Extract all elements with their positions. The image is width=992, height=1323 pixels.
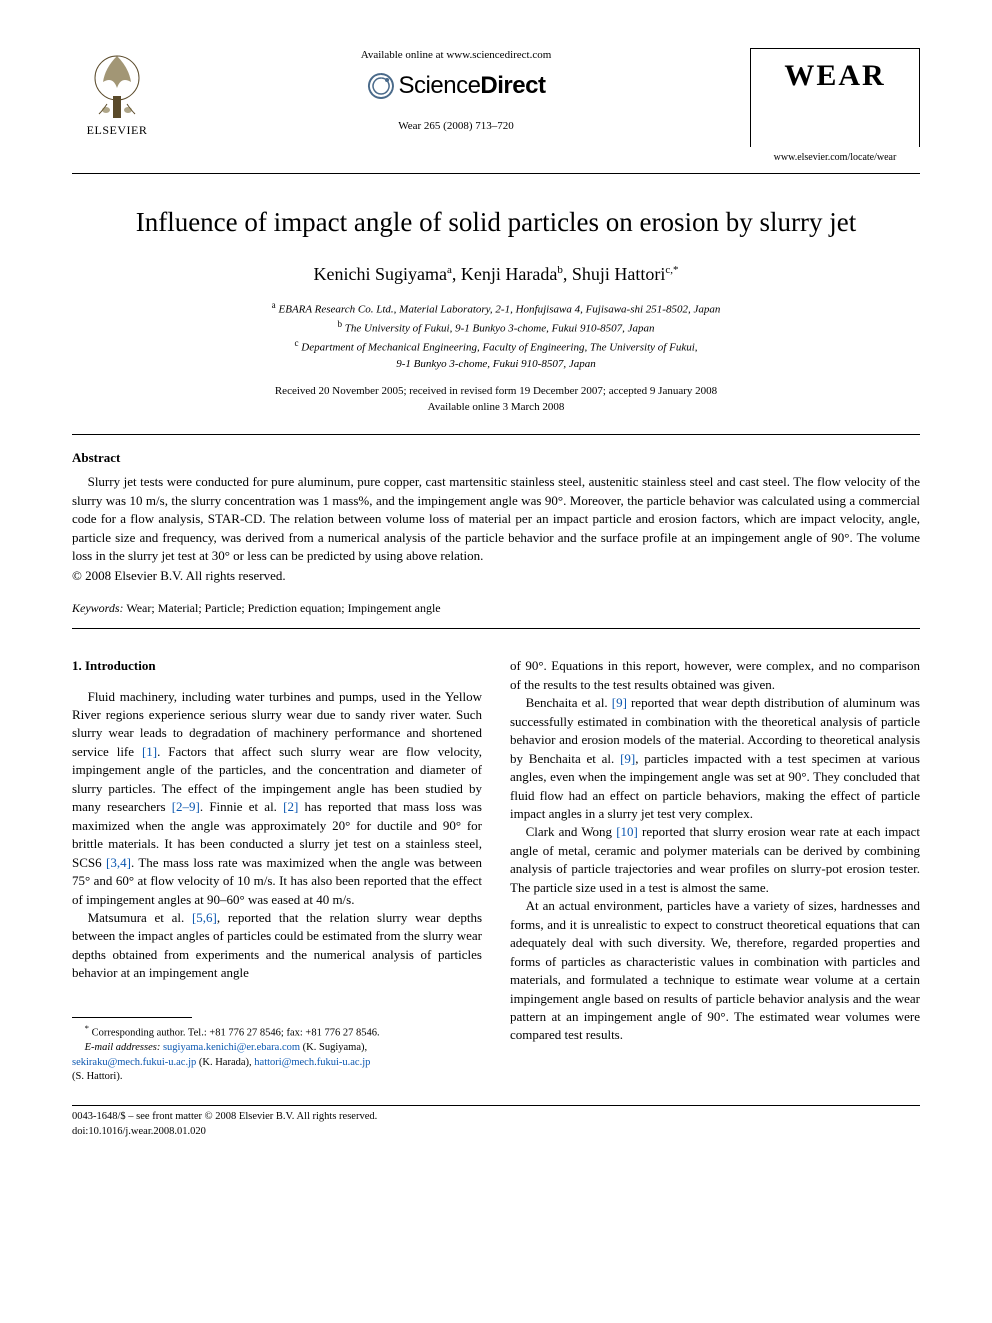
elsevier-tree-icon [85,48,149,120]
doi-line: doi:10.1016/j.wear.2008.01.020 [72,1125,920,1140]
abstract-block: Abstract Slurry jet tests were conducted… [72,449,920,586]
keywords-text: Wear; Material; Particle; Prediction equ… [124,601,441,615]
author: Shuji Hattoric,* [572,264,679,284]
email-addresses: E-mail addresses: sugiyama.kenichi@er.eb… [72,1041,482,1056]
rule-below-keywords [72,628,920,629]
available-online-text: Available online at www.sciencedirect.co… [162,48,750,63]
paragraph: At an actual environment, particles have… [510,897,920,1045]
ref-link[interactable]: [9] [612,695,627,710]
email-link[interactable]: sugiyama.kenichi@er.ebara.com [163,1042,300,1053]
sciencedirect-logo: ScienceDirect [367,69,546,103]
footnote-rule [72,1017,192,1018]
article-title: Influence of impact angle of solid parti… [72,204,920,242]
email-link[interactable]: hattori@mech.fukui-u.ac.jp [254,1057,370,1068]
bottom-rule [72,1105,920,1106]
affiliation-c-line2: 9-1 Bunkyo 3-chome, Fukui 910-8507, Japa… [72,356,920,373]
ref-link[interactable]: [2] [283,799,298,814]
journal-url: www.elsevier.com/locate/wear [750,151,920,165]
elsevier-logo-block: ELSEVIER [72,48,162,139]
rule-above-abstract [72,434,920,435]
affiliation-a: a EBARA Research Co. Ltd., Material Labo… [72,299,920,318]
paragraph: Clark and Wong [10] reported that slurry… [510,823,920,897]
keywords-line: Keywords: Wear; Material; Particle; Pred… [72,600,920,617]
ref-link[interactable]: [3,4] [106,855,131,870]
elsevier-label: ELSEVIER [87,122,148,139]
bottom-meta: 0043-1648/$ – see front matter © 2008 El… [72,1110,920,1139]
abstract-heading: Abstract [72,449,920,467]
ref-link[interactable]: [2–9] [172,799,200,814]
wear-logo: WEAR [751,55,919,97]
online-date: Available online 3 March 2008 [72,399,920,416]
header-center: Available online at www.sciencedirect.co… [162,48,750,134]
copyright-line: © 2008 Elsevier B.V. All rights reserved… [72,567,920,585]
journal-logo-block: WEAR www.elsevier.com/locate/wear [750,48,920,165]
footnotes: * Corresponding author. Tel.: +81 776 27… [72,1022,482,1085]
paragraph: Matsumura et al. [5,6], reported that th… [72,909,482,983]
author: Kenji Haradab [461,264,563,284]
ref-link[interactable]: [5,6] [192,910,217,925]
ref-link[interactable]: [9] [620,751,635,766]
author: Kenichi Sugiyamaa [314,264,452,284]
section-1-heading: 1. Introduction [72,657,482,675]
issn-line: 0043-1648/$ – see front matter © 2008 El… [72,1110,920,1125]
received-date: Received 20 November 2005; received in r… [72,383,920,400]
email-addresses-line2: sekiraku@mech.fukui-u.ac.jp (K. Harada),… [72,1056,482,1071]
left-column: 1. Introduction Fluid machinery, includi… [72,657,482,1085]
paragraph: of 90°. Equations in this report, howeve… [510,657,920,694]
sciencedirect-wordmark: ScienceDirect [399,69,546,103]
ref-link[interactable]: [10] [616,824,638,839]
sciencedirect-swirl-icon [367,72,395,100]
affiliation-b: b The University of Fukui, 9-1 Bunkyo 3-… [72,318,920,337]
ref-link[interactable]: [1] [142,744,157,759]
header-rule [72,173,920,174]
article-dates: Received 20 November 2005; received in r… [72,383,920,416]
page-header: ELSEVIER Available online at www.science… [72,48,920,165]
corresponding-author-note: * Corresponding author. Tel.: +81 776 27… [72,1022,482,1041]
right-column: of 90°. Equations in this report, howeve… [510,657,920,1085]
journal-reference: Wear 265 (2008) 713–720 [162,119,750,134]
keywords-label: Keywords: [72,601,124,615]
affiliations: a EBARA Research Co. Ltd., Material Labo… [72,299,920,373]
body-columns: 1. Introduction Fluid machinery, includi… [72,657,920,1085]
email-addresses-line3: (S. Hattori). [72,1070,482,1085]
paragraph: Fluid machinery, including water turbine… [72,688,482,909]
abstract-body: Slurry jet tests were conducted for pure… [72,473,920,565]
author-list: Kenichi Sugiyamaa, Kenji Haradab, Shuji … [72,262,920,287]
paragraph: Benchaita et al. [9] reported that wear … [510,694,920,823]
email-link[interactable]: sekiraku@mech.fukui-u.ac.jp [72,1057,196,1068]
affiliation-c: c Department of Mechanical Engineering, … [72,337,920,356]
